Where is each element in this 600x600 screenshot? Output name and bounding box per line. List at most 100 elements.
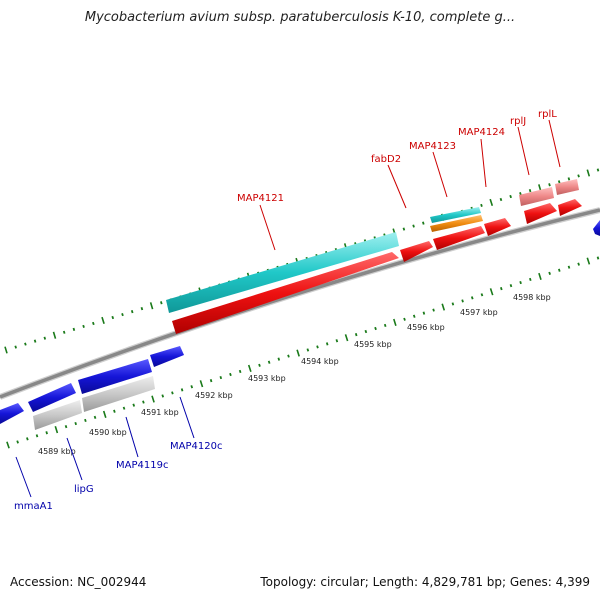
minor-tick [209, 379, 213, 383]
gene-rplL-pink[interactable] [555, 179, 579, 195]
minor-tick [14, 345, 17, 349]
minor-tick [316, 345, 319, 349]
minor-tick [92, 321, 95, 326]
leader-fabD2 [387, 164, 407, 209]
gene-lipG[interactable] [28, 383, 76, 412]
minor-tick [403, 317, 406, 321]
gene-label-mmaA1: mmaA1 [14, 501, 53, 512]
minor-tick [480, 293, 484, 297]
minor-tick [267, 360, 271, 364]
minor-tick [325, 342, 329, 346]
minor-tick [567, 265, 571, 269]
gene-labels-forward: MAP4121 fabD2 MAP4123 MAP4124 rplJ rplL [237, 109, 557, 204]
gene-rplJ[interactable] [524, 203, 557, 224]
major-tick [102, 410, 107, 418]
minor-tick [432, 308, 435, 312]
gene-rplJ-pink[interactable] [519, 187, 554, 206]
scale-tick-label: 4592 kbp [195, 391, 233, 400]
minor-tick [558, 268, 561, 272]
leader-MAP4121 [259, 204, 276, 251]
gene-mmaA1[interactable] [0, 403, 24, 424]
minor-tick [277, 357, 281, 361]
minor-tick [451, 302, 455, 306]
scale-tick-label: 4597 kbp [460, 308, 498, 317]
minor-tick [529, 277, 532, 282]
gene-MAP4121-cds[interactable] [172, 252, 399, 334]
major-tick [538, 272, 542, 280]
gene-rplL[interactable] [558, 199, 582, 216]
pseudogene-lipG[interactable] [33, 400, 82, 430]
gene-labels-reverse: mmaA1 lipG MAP4119c MAP4120c [14, 441, 222, 512]
minor-tick [519, 192, 522, 196]
gene-MAP4123-orange[interactable] [430, 215, 483, 232]
gene-label-MAP4124: MAP4124 [458, 127, 505, 138]
minor-tick [528, 189, 532, 193]
major-tick [4, 346, 8, 354]
minor-tick [412, 224, 415, 228]
gene-MAP4124[interactable] [484, 218, 511, 236]
minor-tick [121, 313, 124, 317]
gene-label-fabD2: fabD2 [371, 154, 401, 165]
minor-tick [84, 418, 87, 423]
minor-tick [509, 284, 513, 288]
minor-tick [82, 324, 85, 328]
gene-label-rplL: rplL [538, 109, 557, 120]
gene-fabD2[interactable] [400, 241, 433, 262]
gene-MAP4123[interactable] [433, 226, 485, 250]
minor-tick [180, 388, 184, 392]
major-tick [199, 380, 204, 388]
minor-tick [26, 437, 29, 441]
minor-tick [577, 174, 580, 178]
gene-MAP4119c[interactable] [78, 359, 152, 394]
minor-tick [461, 299, 464, 303]
reverse-features [0, 220, 600, 430]
gene-MAP4120c[interactable] [150, 346, 184, 367]
minor-tick [35, 434, 39, 438]
minor-tick [500, 287, 503, 291]
minor-tick [219, 375, 223, 380]
major-tick [151, 395, 155, 403]
major-tick [247, 364, 252, 372]
pseudogene-MAP4119c[interactable] [82, 376, 155, 412]
gene-MAP4123-rna[interactable] [430, 207, 481, 223]
minor-tick [354, 333, 358, 337]
gene-MAP4121-rna[interactable] [166, 232, 399, 313]
gene-label-MAP4119c: MAP4119c [116, 460, 168, 471]
minor-tick [364, 329, 368, 334]
minor-tick [43, 336, 47, 340]
minor-tick [93, 415, 97, 419]
minor-tick [557, 180, 561, 184]
scale-tick-label: 4595 kbp [354, 340, 392, 349]
minor-tick [480, 203, 483, 207]
minor-tick [402, 227, 406, 231]
accession-text: Accession: NC_002944 [10, 575, 147, 589]
leader-mmaA1 [15, 456, 32, 498]
topology-summary: Topology: circular; Length: 4,829,781 bp… [260, 575, 590, 589]
minor-tick [190, 385, 194, 389]
gene-label-MAP4121: MAP4121 [237, 193, 284, 204]
major-tick [441, 303, 446, 311]
minor-tick [72, 327, 76, 331]
minor-tick [499, 197, 503, 202]
minor-tick [171, 391, 174, 395]
minor-tick [470, 296, 474, 300]
minor-tick [160, 301, 163, 305]
minor-tick [422, 311, 426, 315]
major-tick [6, 441, 10, 449]
minor-tick [548, 183, 551, 187]
minor-tick [509, 194, 512, 199]
gene-label-MAP4120c: MAP4120c [170, 441, 222, 452]
scale-tick-label: 4591 kbp [141, 408, 179, 417]
leader-MAP4123 [432, 151, 448, 198]
major-tick [586, 169, 591, 177]
minor-tick [335, 339, 339, 343]
backbone [0, 207, 600, 400]
minor-tick [45, 431, 48, 435]
minor-tick [567, 177, 571, 181]
leader-lipG [66, 437, 83, 481]
minor-tick [16, 440, 19, 444]
minor-tick [122, 406, 126, 410]
gene-next-reverse[interactable] [593, 220, 600, 236]
gene-label-MAP4123: MAP4123 [409, 141, 456, 152]
